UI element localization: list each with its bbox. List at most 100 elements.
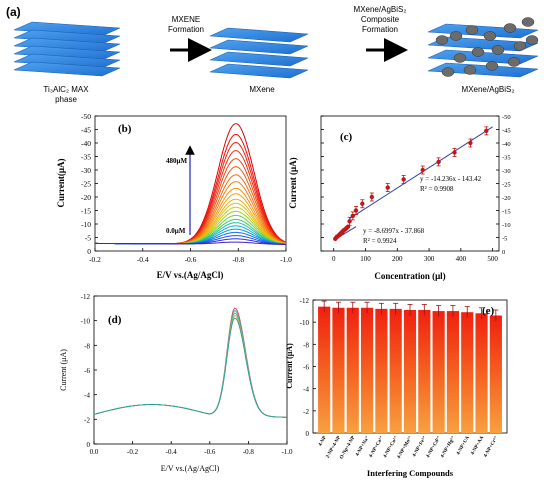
data-point [353,208,359,213]
y-tick-label: -10 [81,318,91,326]
composite-sheet [427,62,539,78]
x-tick-label: -0.2 [89,255,101,264]
data-point [360,201,365,206]
data-point [484,128,489,134]
agbis2-particle-icon [485,61,499,71]
agbis2-particle-icon [465,25,479,35]
agbis2-particle-icon [525,35,539,45]
y-tick-label: -20 [502,195,511,202]
panel-c-ylabel: Current (μA) [288,157,298,208]
panel-a: (a) Ti₃AlC₂ MAX phase MXENE Formation MX… [6,5,539,104]
y-tick-label: -35 [81,153,91,162]
x-tick-label: 300 [424,255,435,263]
y-tick-label: -10 [502,222,511,229]
y-tick-label: 0 [87,247,91,256]
bar [375,308,388,433]
y-tick-label: -45 [81,126,91,135]
panel-d-frame [93,295,288,445]
max-phase-stack [13,21,121,77]
agbis2-particle-icon [471,47,485,57]
bar [461,312,474,433]
y-tick-label: -8 [84,342,90,350]
agbis2-particle-icon [449,31,463,41]
bar [318,306,331,433]
y-tick-label: -25 [502,182,511,189]
panel-e-y-ticks: -12 -10 -8 -6 -4 -2 0 [300,297,316,438]
bar [403,309,417,433]
panel-e-ylabel: Current (μA) [285,343,294,389]
bar [332,307,345,433]
y-tick-label: -50 [502,114,511,121]
data-point [350,213,355,219]
mxene-sheet [209,63,309,79]
repeat-curve [93,310,288,418]
stage3-label: MXene/AgBiS₂ [462,85,515,94]
panel-c: (c) -50-45-40-35-30-25-20-15-10-50 0 100 2… [288,114,511,281]
x-tick-label: 0.0 [90,448,99,456]
x-tick-label: -0.8 [232,255,244,264]
panel-c-points [333,126,489,242]
bar [432,311,445,433]
category-label: 4-NP+AA [470,435,485,456]
panel-c-eq1: y = -14.236x - 143.42 [420,175,482,183]
arrow2-label-line1: MXene/AgBiS₂ [354,5,407,14]
panel-b-annot-top: 480μM [166,157,187,165]
repeat-curve [93,317,288,418]
agbis2-particle-icon [483,31,497,41]
y-tick-label: -50 [81,112,91,121]
panel-d-curves [93,307,288,418]
y-tick-label: -12 [300,297,310,305]
category-label: O-Np+4-NP [339,436,356,461]
bar [389,308,402,433]
agbis2-particle-icon [435,35,449,45]
y-tick-label: -40 [81,139,91,148]
panel-c-r2: R² = 0.9924 [363,237,397,245]
repeat-curve [93,314,288,418]
category-label: 4-NP+Cr²⁺ [483,435,500,459]
panel-c-r1: R² = 0.9908 [420,185,454,193]
y-tick-label: -40 [502,141,511,148]
panel-b-xlabel: E/V vs.(Ag/AgCl) [157,270,224,280]
panel-e-xlabel: Interfering Compounds [367,468,454,478]
panel-b: (b) -50-45-40-35-30-25-20-15-10-50 -0.2-… [56,112,292,280]
panel-b-y-ticks: -50-45-40-35-30-25-20-15-10-50 [81,112,98,256]
stage1-label-line2: phase [55,95,77,104]
x-tick-label: -0.8 [243,448,255,456]
y-tick-label: -10 [81,220,91,229]
stage1-label-line1: Ti₃AlC₂ MAX [43,85,89,94]
category-label: 4-NP+Fe³⁺ [411,435,428,458]
agbis2-particle-icon [521,17,535,27]
panel-c-x-ticks: 0 100 200 300 400 500 [332,248,498,263]
panel-e: -12-10-8-6-4-20 4-NP2-NP+4-NPO-Np+4-NP4-… [285,297,508,478]
x-tick-label: -1.0 [281,448,293,456]
data-point [452,150,457,155]
panel-b-annot-bottom: 0.0μM [166,227,186,235]
agbis2-particle-icon [507,57,521,67]
y-tick-label: 0 [306,430,310,438]
agbis2-particle-icon [491,45,505,55]
y-tick-label: 0 [502,249,505,256]
data-point [369,194,375,200]
x-tick-label: -0.4 [166,448,178,456]
x-tick-label: 0 [332,255,336,263]
panel-b-curves [95,123,287,245]
y-tick-label: -4 [303,386,309,394]
mxene-sheet [209,51,309,67]
agbis2-particle-icon [503,23,517,33]
panel-e-label: (e) [482,305,495,317]
data-point [420,167,425,173]
y-tick-label: -4 [84,392,90,400]
y-tick-label: -6 [84,367,90,375]
agbis2-particle-icon [463,65,477,75]
y-tick-label: -5 [85,234,91,243]
x-tick-label: 400 [456,255,467,263]
y-tick-label: -2 [84,416,90,424]
panel-c-y-ticks: -50-45-40-35-30-25-20-15-10-50 [321,114,511,256]
arrow2-label-line2: Composite [361,15,400,24]
category-label: 4-NP+Na⁺ [354,435,371,458]
panel-d: (d) -12 -10 -8 -6 -4 -2 0 0.0 -0.2 -0.4 -0.6 -0.8 -… [59,293,293,473]
bar [446,311,460,433]
panel-c-eq2: y = -8.6997x - 37.868 [363,227,425,235]
x-tick-label: -0.2 [127,448,139,456]
mxene-sheet [209,27,309,43]
